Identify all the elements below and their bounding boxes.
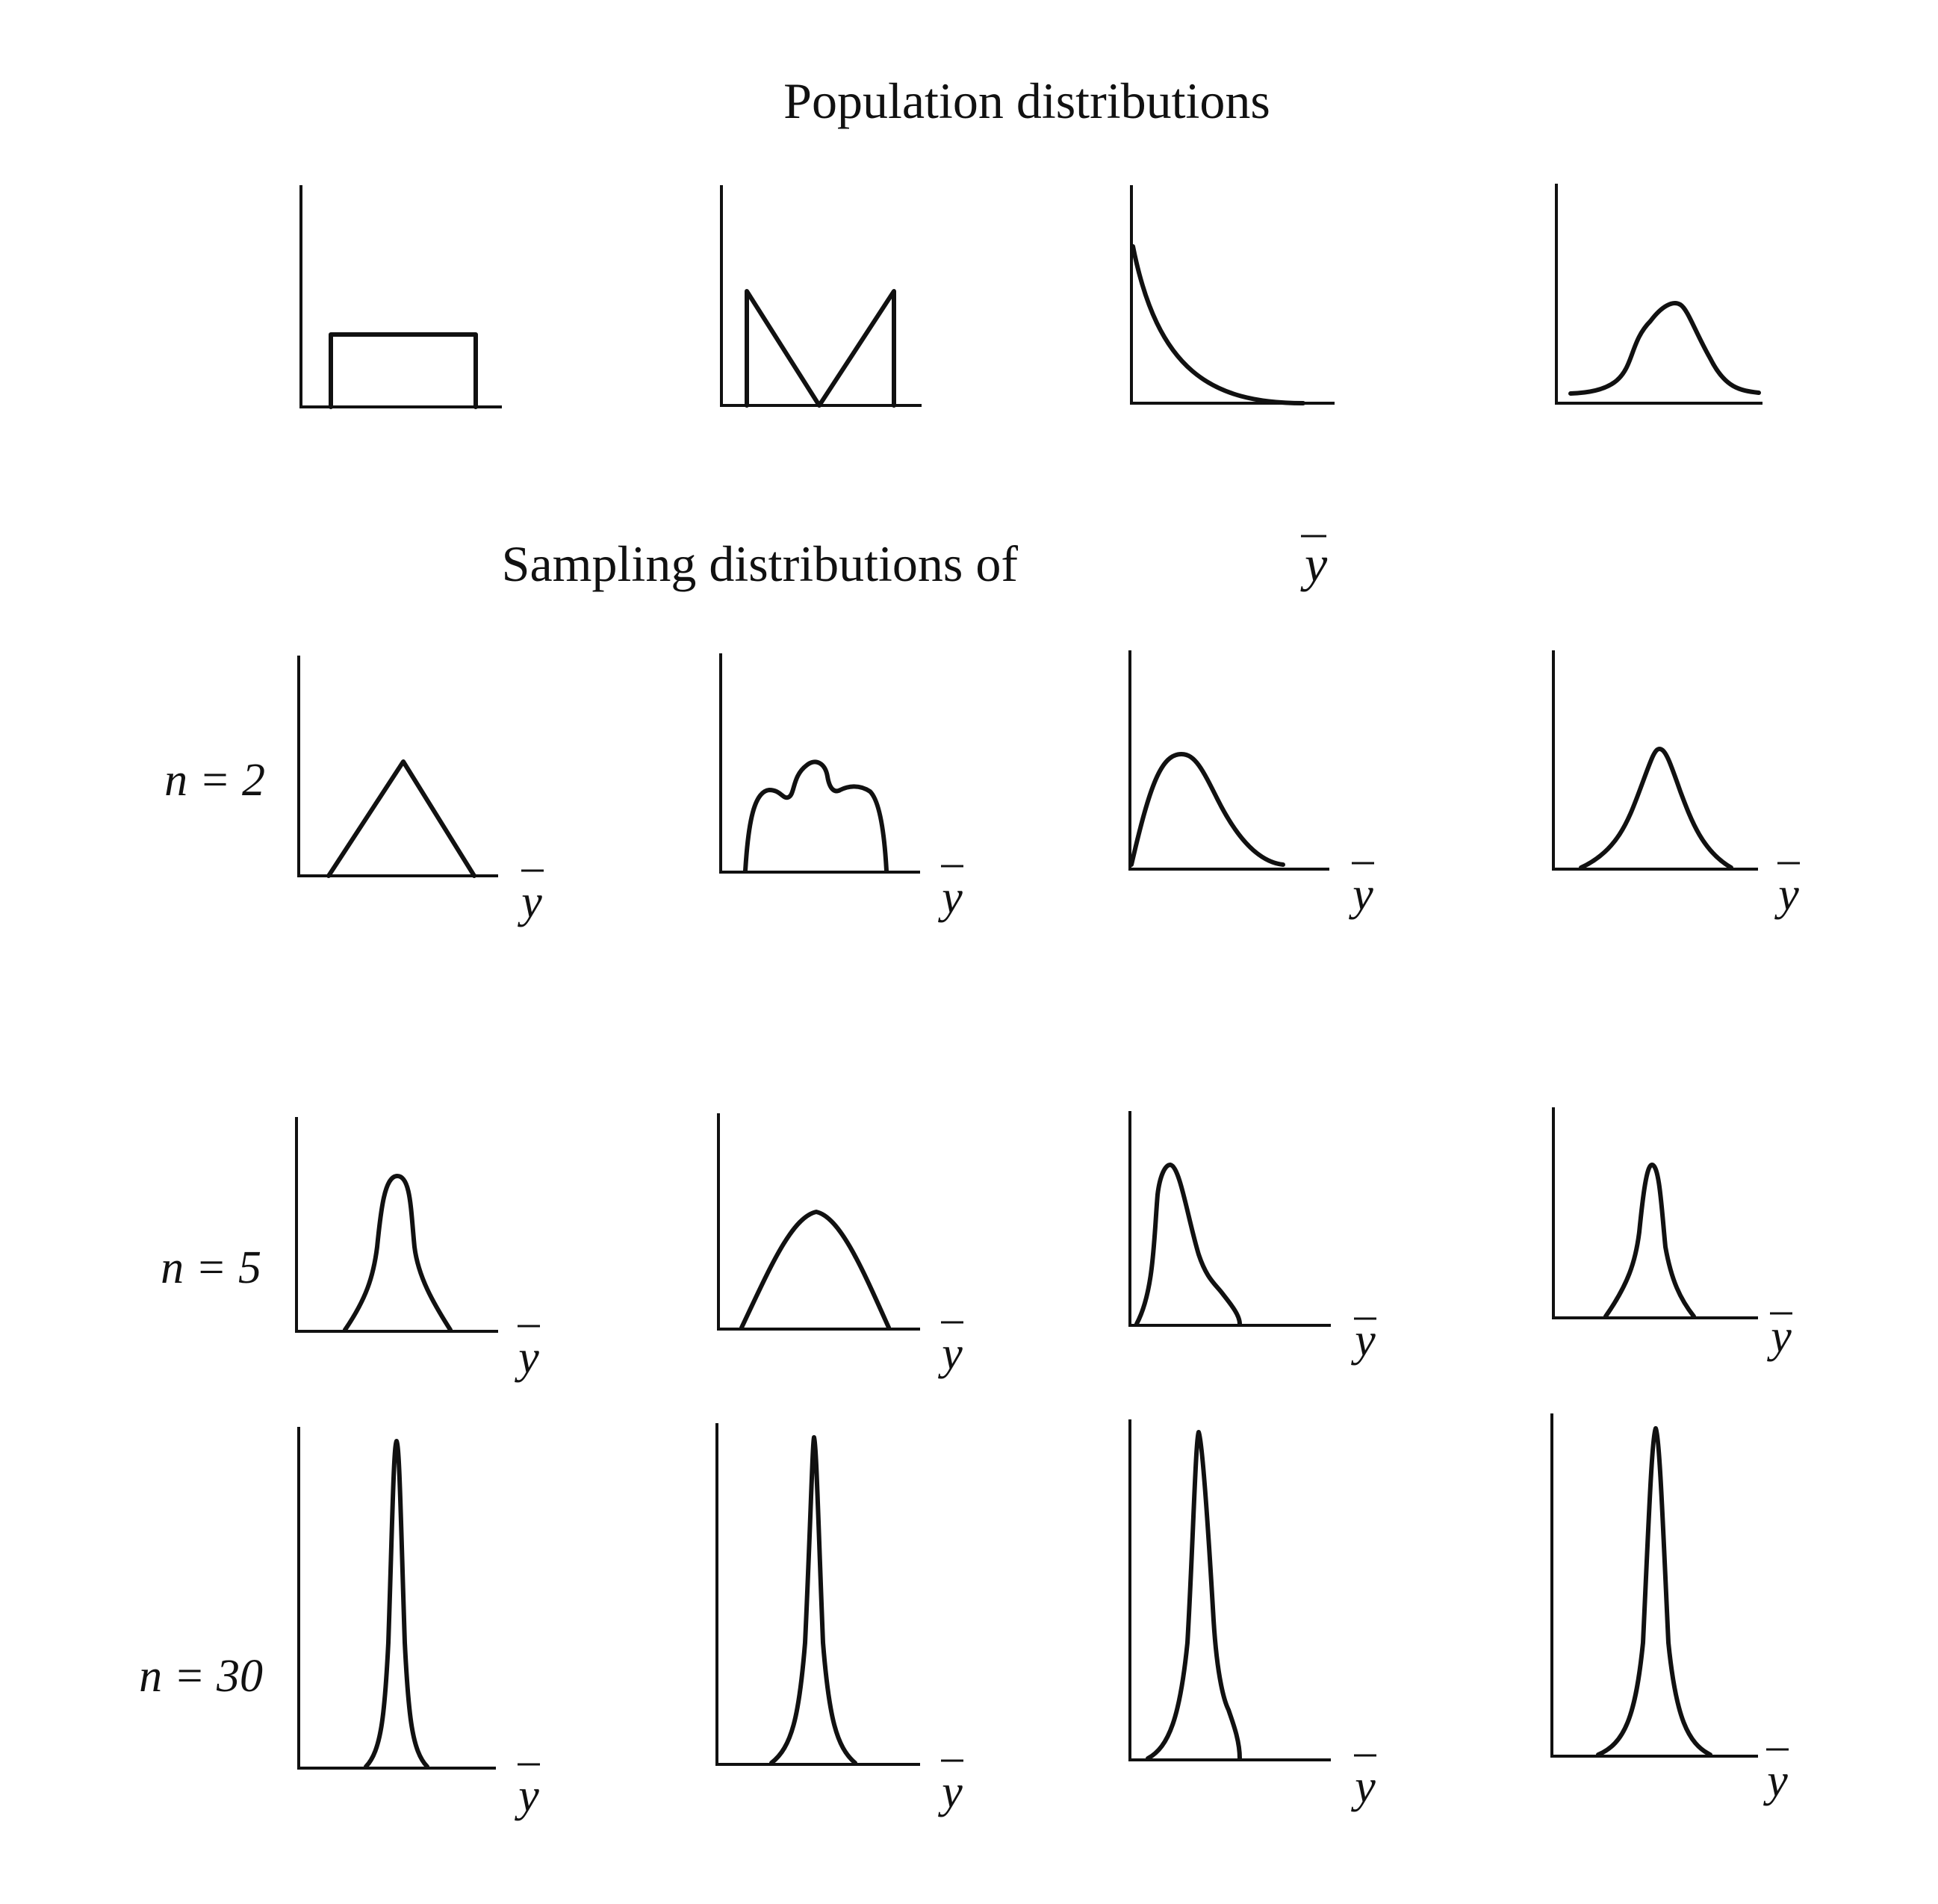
density-curve — [364, 1439, 429, 1769]
axes — [1555, 184, 1762, 405]
axes — [297, 1427, 496, 1770]
density-curve — [1579, 747, 1733, 870]
density-curve — [1134, 1163, 1242, 1326]
axes — [1130, 185, 1335, 405]
axes — [720, 185, 922, 407]
axis-label-ybar: y — [937, 1767, 963, 1817]
density-curve — [343, 1174, 453, 1332]
panel-n30-col2: y — [715, 1423, 963, 1817]
axes — [715, 1423, 920, 1766]
density-curve — [1568, 301, 1761, 396]
population-title: Population distributions — [783, 72, 1270, 129]
panel-n30-col3: y — [1128, 1419, 1376, 1812]
panel-n2-col3: y — [1128, 650, 1374, 920]
density-curve — [329, 332, 478, 409]
axis-label-ybar: y — [1350, 1315, 1376, 1366]
axis-label-ybar: y — [514, 1770, 539, 1821]
panel-n5-col1: y — [295, 1117, 540, 1383]
panel-n5-col4: y — [1552, 1107, 1792, 1362]
row-label-n2: n = 2 — [164, 755, 265, 806]
density-curve — [743, 759, 889, 873]
axis-label-ybar: y — [1350, 1761, 1376, 1812]
density-curve — [1596, 1426, 1712, 1757]
sampling-title-text: Sampling distributions of — [502, 535, 1031, 592]
density-curve — [739, 1210, 891, 1330]
panel-population-col3 — [1130, 185, 1335, 405]
axes — [295, 1117, 498, 1333]
axes — [1552, 650, 1758, 871]
axis-label-ybar: y — [1766, 1311, 1792, 1362]
panel-n2-col1: y — [297, 656, 544, 927]
axes — [297, 656, 498, 877]
axes — [1128, 650, 1329, 871]
density-curve — [1131, 244, 1305, 405]
density-curve — [1146, 1430, 1242, 1761]
panel-population-col4 — [1555, 184, 1762, 405]
panel-n2-col2: y — [719, 653, 963, 923]
row-label-n5: n = 5 — [161, 1242, 261, 1293]
density-curve — [745, 289, 896, 408]
density-curve — [1129, 752, 1285, 867]
density-curve — [1603, 1163, 1696, 1319]
row-label-n30: n = 30 — [139, 1651, 263, 1702]
axis-label-ybar: y — [1762, 1755, 1788, 1806]
panel-n30-col4: y — [1550, 1413, 1789, 1806]
axes — [1552, 1107, 1758, 1319]
panel-population-col2 — [720, 185, 922, 408]
panel-n5-col3: y — [1128, 1111, 1376, 1366]
axes — [299, 185, 502, 408]
axis-label-ybar: y — [937, 1328, 963, 1379]
sampling-title-symbol: y — [1300, 535, 1328, 592]
panel-population-col1 — [299, 185, 502, 409]
axis-label-ybar: y — [937, 872, 963, 923]
axes — [717, 1113, 920, 1331]
panel-n5-col2: y — [717, 1113, 963, 1379]
axes — [719, 653, 920, 874]
density-curve — [326, 759, 476, 878]
axes — [1128, 1419, 1331, 1761]
panel-n30-col1: y — [297, 1427, 540, 1821]
axes — [1128, 1111, 1331, 1327]
axis-label-ybar: y — [517, 877, 542, 927]
density-curve — [769, 1435, 857, 1765]
panel-n2-col4: y — [1552, 650, 1800, 920]
axis-label-ybar: y — [1774, 869, 1799, 920]
sampling-title: Sampling distributions of y — [502, 535, 1328, 592]
axis-label-ybar: y — [1348, 869, 1373, 920]
axes — [1550, 1413, 1758, 1758]
axis-label-ybar: y — [514, 1332, 539, 1383]
